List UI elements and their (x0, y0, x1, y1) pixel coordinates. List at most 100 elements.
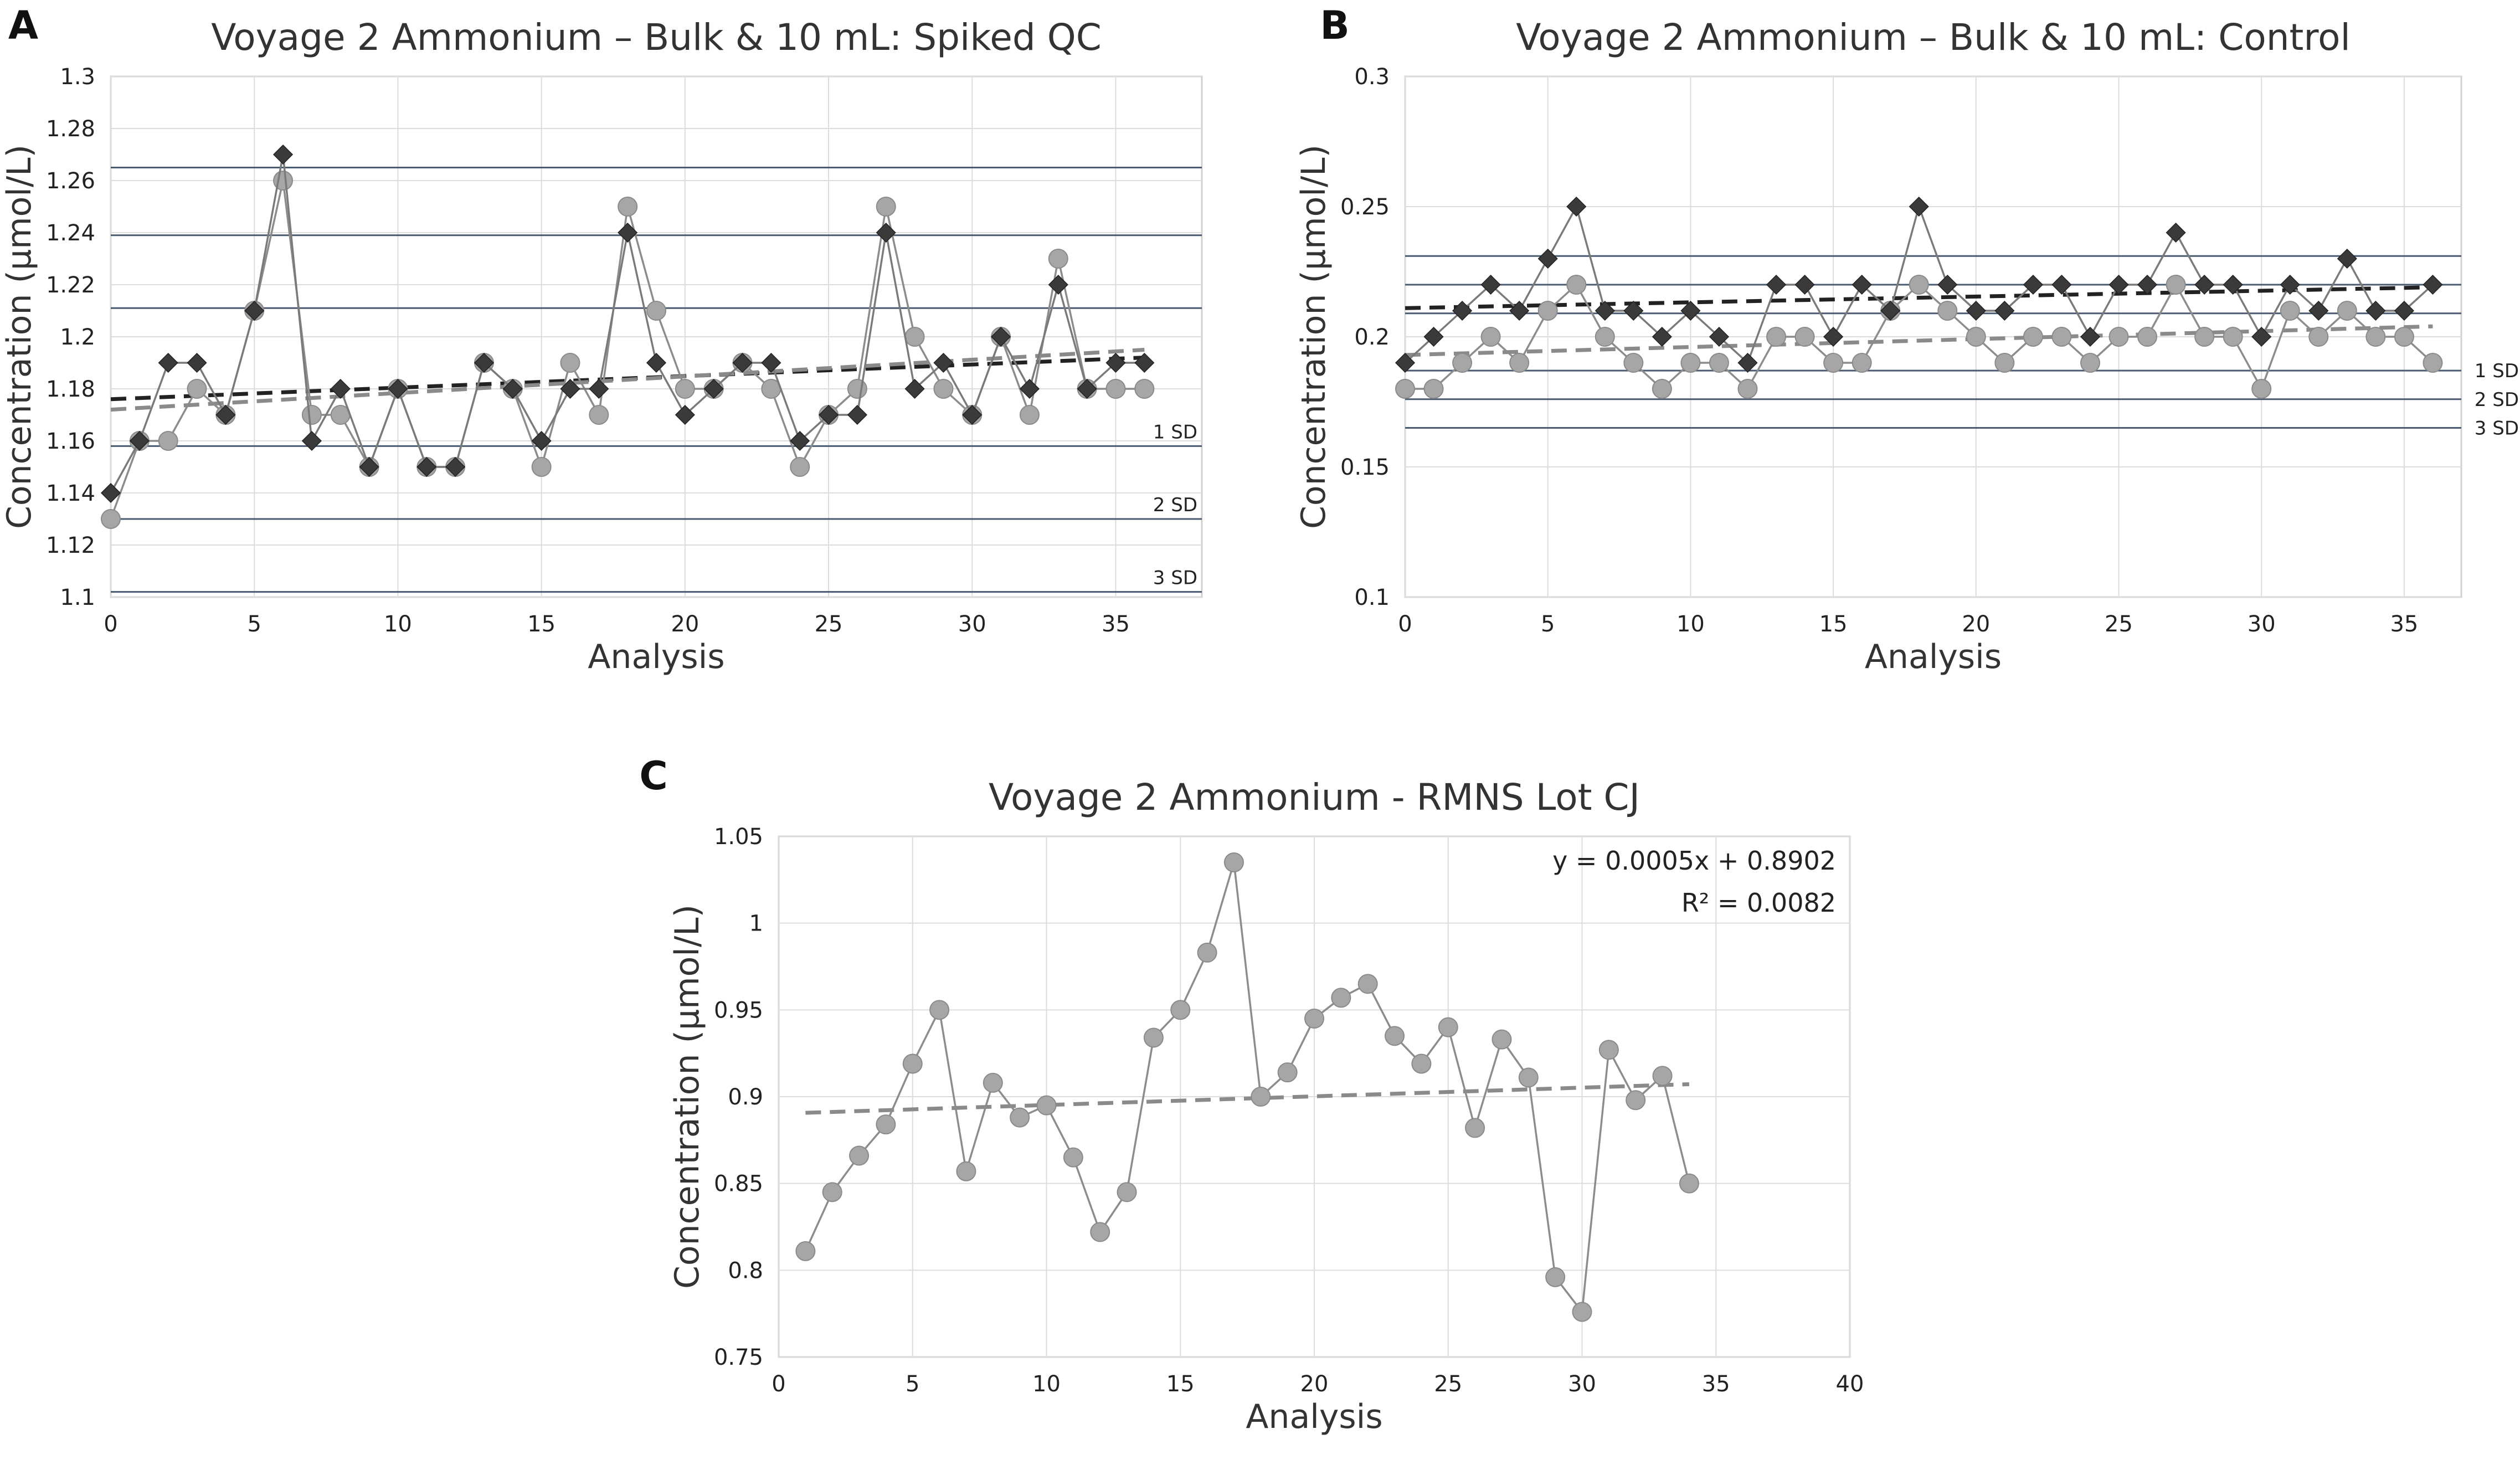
data-point-circle (646, 301, 666, 321)
data-point-circle (1090, 1222, 1110, 1242)
data-point-circle (904, 327, 925, 347)
data-point-diamond (1709, 326, 1730, 347)
data-point-circle (1395, 379, 1415, 399)
data-point-diamond (1452, 300, 1473, 321)
chart-title: Voyage 2 Ammonium – Bulk & 10 mL: Contro… (1516, 16, 2351, 59)
x-tick-label: 15 (527, 611, 556, 637)
data-point-diamond (1966, 300, 1986, 321)
sd-label: 2 SD (2475, 389, 2519, 411)
y-tick-label: 1.12 (46, 533, 95, 558)
data-point-circle (1197, 942, 1217, 963)
data-point-circle (1357, 974, 1378, 994)
data-point-circle (1452, 353, 1473, 373)
data-point-diamond (962, 404, 983, 425)
x-axis-label: Analysis (588, 638, 724, 676)
data-point-circle (2251, 379, 2272, 399)
x-tick-label: 35 (1102, 611, 1130, 637)
x-tick-label: 30 (1568, 1371, 1596, 1397)
data-point-diamond (675, 404, 695, 425)
data-point-circle (1010, 1107, 1030, 1128)
sd-label: 1 SD (2475, 360, 2519, 382)
data-point-circle (1223, 852, 1244, 872)
data-point-circle (1598, 1040, 1619, 1060)
x-tick-label: 40 (1836, 1371, 1864, 1397)
trendline (110, 348, 1145, 412)
data-point-diamond (531, 430, 552, 451)
sd-label: 3 SD (2475, 418, 2519, 440)
data-point-circle (1480, 327, 1501, 347)
y-tick-label: 0.85 (714, 1171, 763, 1197)
trendline (805, 1082, 1690, 1115)
data-point-diamond (1880, 300, 1901, 321)
x-tick-label: 0 (772, 1371, 785, 1397)
data-point-diamond (388, 378, 408, 399)
data-point-circle (2108, 327, 2129, 347)
data-point-circle (1909, 275, 1929, 295)
data-point-diamond (416, 456, 437, 477)
data-point-diamond (1680, 300, 1701, 321)
data-point-diamond (646, 352, 667, 373)
data-point-circle (1277, 1062, 1298, 1083)
x-tick-label: 0 (1398, 611, 1412, 637)
sd-label: 2 SD (1153, 494, 1197, 516)
data-point-diamond (790, 430, 810, 451)
data-point-circle (1994, 353, 2015, 373)
data-point-circle (1623, 353, 1644, 373)
data-point-circle (675, 379, 695, 399)
data-point-diamond (991, 326, 1011, 347)
data-point-circle (2308, 327, 2329, 347)
y-axis-label: Concentration (µmol/L) (668, 904, 707, 1289)
data-point-circle (1465, 1118, 1485, 1138)
data-point-diamond (1595, 300, 1615, 321)
data-point-circle (2166, 275, 2186, 295)
data-point-circle (1766, 327, 1787, 347)
data-point-circle (301, 405, 322, 425)
data-point-diamond (2394, 300, 2414, 321)
data-point-diamond (2308, 300, 2329, 321)
y-tick-label: 1.18 (46, 377, 95, 402)
data-point-diamond (1652, 326, 1672, 347)
data-point-circle (1572, 1302, 1592, 1322)
x-tick-label: 15 (1819, 611, 1848, 637)
data-point-diamond (1048, 274, 1068, 295)
data-point-diamond (158, 352, 178, 373)
y-tick-label: 1 (749, 911, 763, 937)
data-point-diamond (2365, 300, 2386, 321)
x-tick-label: 5 (906, 1371, 919, 1397)
data-point-circle (1492, 1029, 1512, 1050)
y-tick-label: 1.2 (60, 325, 95, 350)
data-point-diamond (2251, 326, 2272, 347)
data-point-circle (1509, 353, 1530, 373)
x-tick-label: 20 (1300, 1371, 1329, 1397)
data-point-diamond (589, 378, 609, 399)
data-point-diamond (1134, 352, 1155, 373)
data-point-diamond (1423, 326, 1444, 347)
data-point-diamond (100, 482, 121, 503)
data-point-diamond (1794, 274, 1815, 295)
data-point-circle (1438, 1017, 1458, 1037)
data-point-circle (1518, 1067, 1539, 1088)
data-point-circle (1652, 379, 1672, 399)
y-tick-label: 1.16 (46, 429, 95, 454)
x-tick-label: 5 (1541, 611, 1555, 637)
data-point-circle (1331, 988, 1351, 1008)
data-point-circle (983, 1072, 1003, 1093)
data-point-circle (2337, 301, 2357, 321)
data-point-circle (2365, 327, 2386, 347)
x-tick-label: 10 (1032, 1371, 1061, 1397)
sd-label: 1 SD (1153, 421, 1197, 443)
data-point-diamond (2166, 222, 2186, 243)
data-point-diamond (502, 378, 523, 399)
x-axis-label: Analysis (1865, 638, 2002, 676)
y-tick-label: 1.26 (46, 168, 95, 194)
x-tick-label: 5 (247, 611, 261, 637)
data-point-circle (101, 509, 121, 529)
data-point-circle (876, 197, 896, 217)
data-point-circle (2080, 353, 2100, 373)
data-point-diamond (876, 222, 896, 243)
data-point-diamond (2280, 274, 2300, 295)
data-point-diamond (2080, 326, 2101, 347)
data-point-diamond (703, 378, 724, 399)
data-point-circle (1595, 327, 1615, 347)
chart-panel-a: 0 5 10 15 20 25 30 35 1.1 1.12 1.14 1.16 1.18 1.2 1.22… (0, 3, 1203, 676)
